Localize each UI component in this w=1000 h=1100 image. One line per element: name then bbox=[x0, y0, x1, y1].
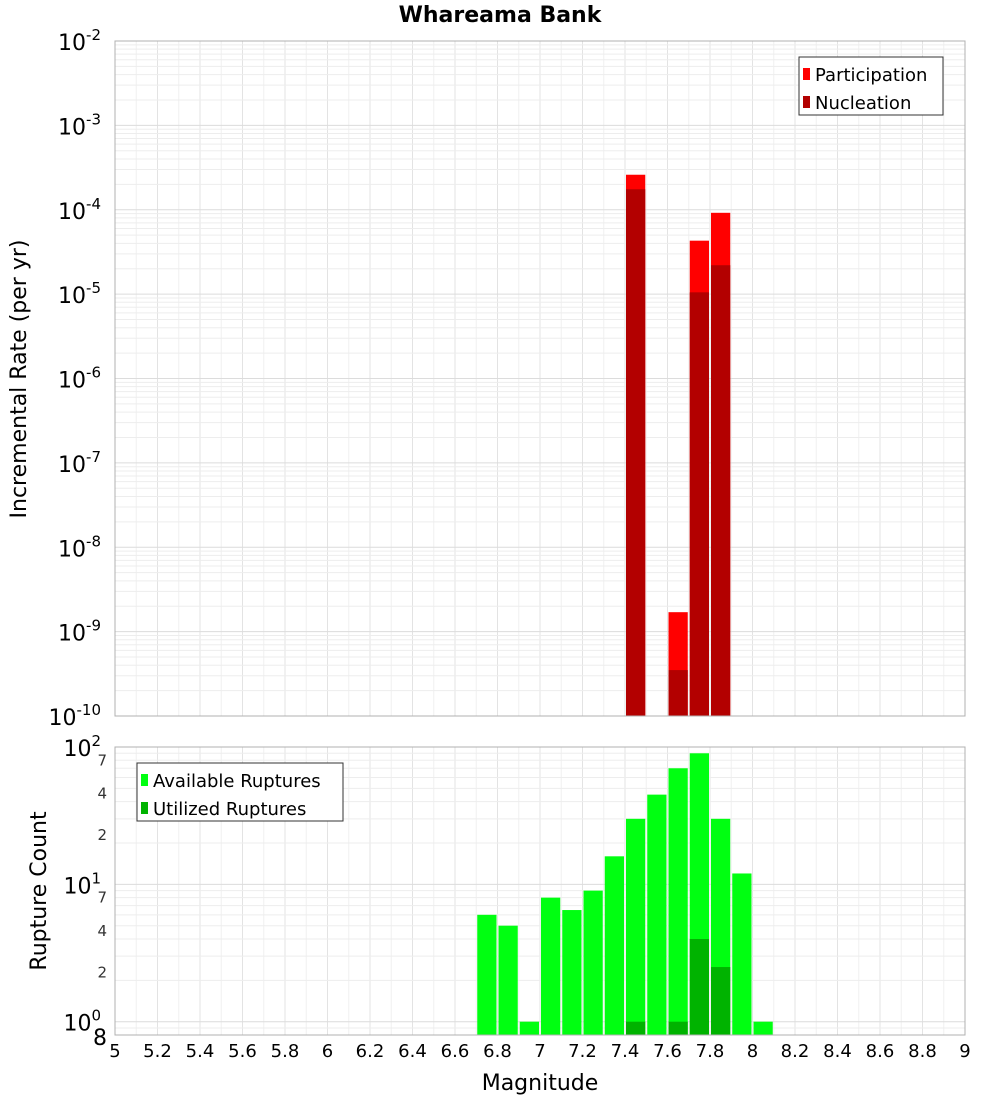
bar bbox=[689, 939, 709, 1035]
x-tick-label: 8.6 bbox=[866, 1041, 895, 1062]
x-tick-label: 5.4 bbox=[186, 1041, 215, 1062]
x-tick-label: 5 bbox=[109, 1041, 120, 1062]
bottom-y-axis-label: Rupture Count bbox=[27, 811, 52, 971]
x-tick-label: 7.8 bbox=[696, 1041, 725, 1062]
bar bbox=[604, 856, 624, 1035]
y-tick-label: 10-8 bbox=[58, 532, 101, 562]
y-minor-tick-label: 2 bbox=[97, 826, 107, 844]
y-tick-label: 100 bbox=[63, 1007, 101, 1037]
x-tick-label: 8.8 bbox=[908, 1041, 937, 1062]
plot-border bbox=[114, 746, 966, 1036]
y-tick-label: 10-4 bbox=[58, 195, 101, 225]
legend-label: Nucleation bbox=[815, 93, 911, 114]
x-tick-label: 6.6 bbox=[441, 1041, 470, 1062]
x-tick-label: 6.8 bbox=[483, 1041, 512, 1062]
y-grid bbox=[115, 746, 965, 1036]
series-nucleation bbox=[626, 189, 731, 717]
bar bbox=[711, 265, 731, 716]
y-tick-label: 10-9 bbox=[58, 617, 101, 647]
y-tick-label: 10-3 bbox=[58, 110, 101, 140]
bar bbox=[689, 292, 709, 716]
legend-box bbox=[798, 56, 944, 116]
y-minor-tick-label: 4 bbox=[97, 922, 107, 940]
legend-label: Participation bbox=[815, 65, 927, 86]
x-tick-label: 9 bbox=[959, 1041, 970, 1062]
y-tick-label: 10-2 bbox=[58, 26, 101, 56]
top-y-axis-label: Incremental Rate (per yr) bbox=[7, 240, 32, 519]
x-tick-label: 6.4 bbox=[398, 1041, 427, 1062]
y-minor-tick-label: 4 bbox=[97, 785, 107, 803]
legend-label: Utilized Ruptures bbox=[153, 799, 306, 820]
legend-swatch bbox=[141, 802, 148, 814]
y-tick-label: 10-10 bbox=[49, 701, 102, 731]
x-tick-label: 6.2 bbox=[356, 1041, 385, 1062]
x-tick-label: 7.4 bbox=[611, 1041, 640, 1062]
legend-swatch bbox=[803, 68, 810, 80]
bar bbox=[626, 189, 646, 717]
plot-border bbox=[114, 40, 966, 717]
y-minor-tick-label: 7 bbox=[97, 889, 107, 907]
y-tick-label: 101 bbox=[63, 869, 101, 899]
legend: Available Ruptures Utilized Ruptures bbox=[136, 762, 344, 822]
bar bbox=[498, 925, 518, 1035]
x-tick-label: 7.6 bbox=[653, 1041, 682, 1062]
chart-title: Whareama Bank bbox=[399, 3, 603, 28]
series-utilized-ruptures bbox=[626, 939, 731, 1035]
bar bbox=[477, 914, 497, 1035]
bar bbox=[626, 818, 646, 1035]
bar bbox=[562, 910, 582, 1035]
bar bbox=[583, 890, 603, 1035]
x-tick-label: 7 bbox=[534, 1041, 545, 1062]
bar bbox=[711, 967, 731, 1035]
y-tick-label: 102 bbox=[63, 732, 101, 762]
bar bbox=[753, 1021, 773, 1035]
x-tick-label: 5.2 bbox=[143, 1041, 172, 1062]
legend-swatch bbox=[141, 774, 148, 786]
bar bbox=[668, 670, 688, 716]
y-tick-label: 10-7 bbox=[58, 448, 101, 478]
legend-label: Available Ruptures bbox=[153, 771, 321, 792]
x-tick-label: 6 bbox=[322, 1041, 333, 1062]
x-tick-label: 5.8 bbox=[271, 1041, 300, 1062]
y-minor-tick-label: 2 bbox=[97, 963, 107, 981]
x-tick-label: 5.6 bbox=[228, 1041, 257, 1062]
bar bbox=[668, 1021, 688, 1035]
bar bbox=[732, 873, 752, 1035]
bar bbox=[668, 768, 688, 1035]
bar bbox=[541, 897, 561, 1035]
bar bbox=[626, 1021, 646, 1035]
y-tick-label: 10-6 bbox=[58, 364, 101, 394]
x-tick-label: 8.4 bbox=[823, 1041, 852, 1062]
y-minor-tick-label: 8 bbox=[93, 1026, 107, 1051]
x-tick-label: 8.2 bbox=[781, 1041, 810, 1062]
x-tick-label: 7.2 bbox=[568, 1041, 597, 1062]
legend-box bbox=[136, 762, 344, 822]
bar bbox=[519, 1021, 539, 1035]
y-tick-label: 10-5 bbox=[58, 279, 101, 309]
x-axis-label: Magnitude bbox=[482, 1071, 599, 1096]
bar bbox=[647, 794, 667, 1035]
x-tick-label: 8 bbox=[747, 1041, 758, 1062]
count-panel: 100 101 102 8 2 4 7 2 4 7 5 5.2 5.4 5.6 5.8 6 6.2 6.4 6.6 6… bbox=[63, 732, 970, 1062]
rate-panel: 10-10 10-9 10-8 10-7 10-6 10-5 10-4 10-3 10-2 Par… bbox=[49, 26, 966, 731]
y-minor-tick-label: 7 bbox=[97, 751, 107, 769]
legend-swatch bbox=[803, 96, 810, 108]
legend: Participation Nucleation bbox=[798, 56, 944, 116]
